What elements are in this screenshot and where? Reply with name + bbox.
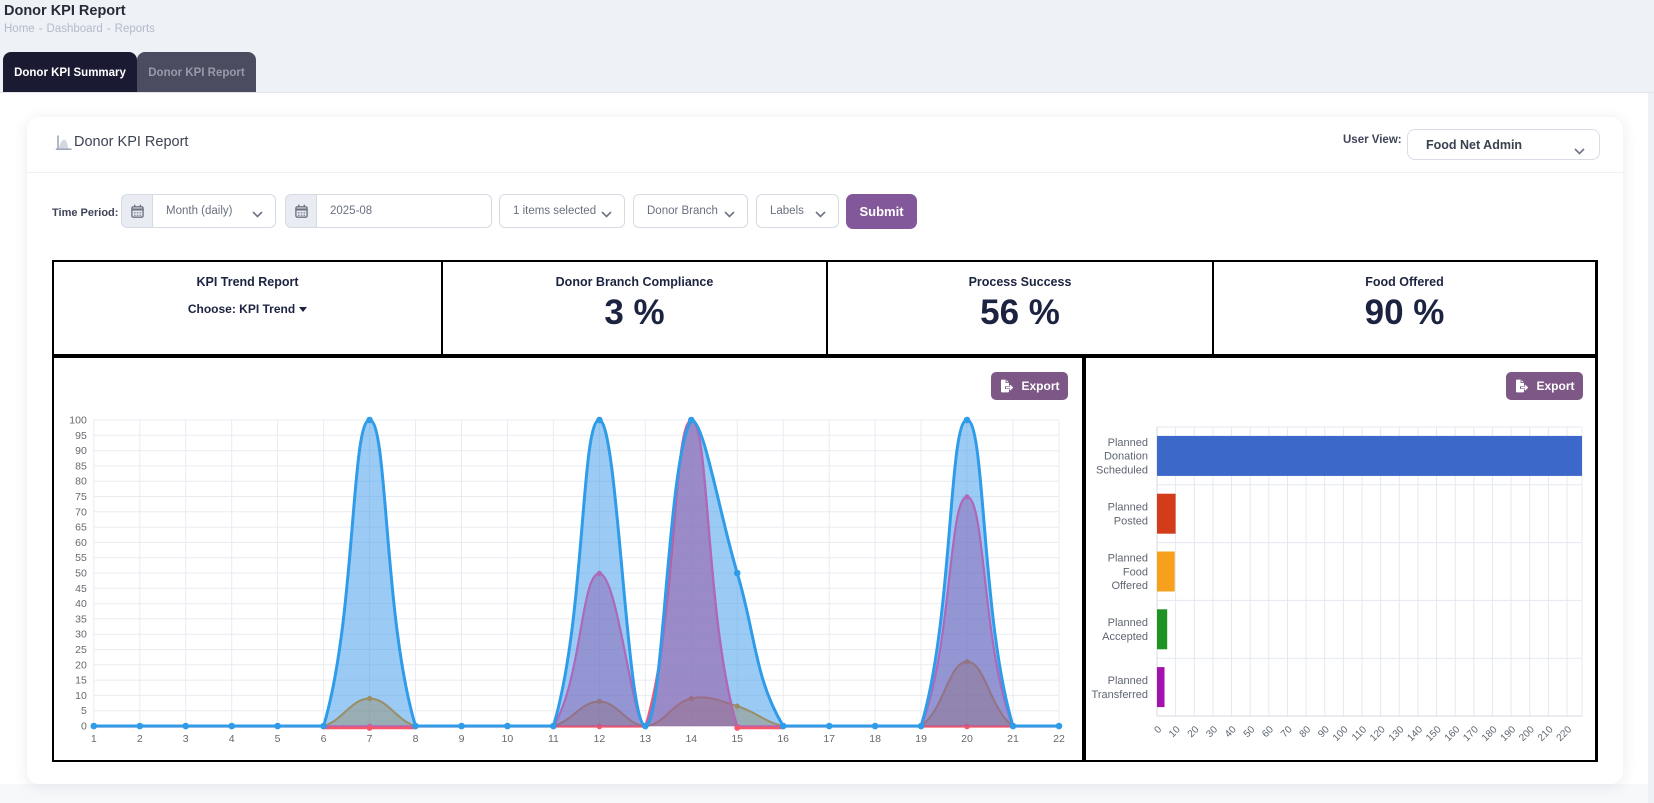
- svg-text:21: 21: [1007, 733, 1019, 745]
- svg-text:18: 18: [869, 733, 881, 745]
- svg-text:100: 100: [69, 415, 87, 427]
- svg-text:20: 20: [1186, 724, 1202, 740]
- svg-text:70: 70: [75, 506, 87, 518]
- svg-text:55: 55: [75, 552, 87, 564]
- svg-text:200: 200: [1517, 724, 1537, 744]
- svg-text:0: 0: [1152, 724, 1164, 736]
- svg-text:16: 16: [777, 733, 789, 745]
- svg-text:140: 140: [1405, 724, 1425, 744]
- svg-text:Planned: Planned: [1108, 437, 1148, 449]
- svg-text:13: 13: [639, 733, 651, 745]
- svg-text:Planned: Planned: [1108, 502, 1148, 514]
- svg-text:2: 2: [137, 733, 143, 745]
- svg-text:15: 15: [731, 733, 743, 745]
- svg-text:80: 80: [1298, 724, 1314, 740]
- svg-text:220: 220: [1555, 724, 1575, 744]
- svg-text:120: 120: [1368, 724, 1388, 744]
- svg-text:5: 5: [81, 705, 87, 717]
- svg-text:90: 90: [75, 445, 87, 457]
- svg-text:210: 210: [1536, 724, 1556, 744]
- svg-text:70: 70: [1279, 724, 1295, 740]
- svg-text:Transferred: Transferred: [1092, 689, 1148, 701]
- svg-text:Food: Food: [1123, 566, 1148, 578]
- svg-text:150: 150: [1424, 724, 1444, 744]
- svg-text:25: 25: [75, 644, 87, 656]
- svg-text:30: 30: [75, 629, 87, 641]
- svg-text:60: 60: [1260, 724, 1276, 740]
- svg-text:50: 50: [1242, 724, 1258, 740]
- svg-text:Accepted: Accepted: [1102, 631, 1148, 643]
- svg-text:85: 85: [75, 460, 87, 472]
- svg-text:14: 14: [685, 733, 697, 745]
- svg-text:45: 45: [75, 583, 87, 595]
- svg-text:100: 100: [1331, 724, 1351, 744]
- svg-text:75: 75: [75, 491, 87, 503]
- svg-text:15: 15: [75, 675, 87, 687]
- svg-text:Planned: Planned: [1108, 553, 1148, 565]
- svg-text:80: 80: [75, 476, 87, 488]
- svg-text:Scheduled: Scheduled: [1096, 465, 1148, 477]
- svg-text:Planned: Planned: [1108, 675, 1148, 687]
- svg-text:170: 170: [1461, 724, 1481, 744]
- svg-text:50: 50: [75, 568, 87, 580]
- svg-text:60: 60: [75, 537, 87, 549]
- svg-text:Posted: Posted: [1114, 515, 1148, 527]
- svg-text:6: 6: [321, 733, 327, 745]
- svg-text:190: 190: [1499, 724, 1519, 744]
- svg-text:35: 35: [75, 613, 87, 625]
- svg-text:180: 180: [1480, 724, 1500, 744]
- svg-text:5: 5: [275, 733, 281, 745]
- svg-text:20: 20: [961, 733, 973, 745]
- svg-text:7: 7: [367, 733, 373, 745]
- svg-text:Planned: Planned: [1108, 617, 1148, 629]
- svg-text:22: 22: [1053, 733, 1065, 745]
- svg-text:0: 0: [81, 721, 87, 733]
- svg-text:17: 17: [823, 733, 835, 745]
- svg-text:30: 30: [1204, 724, 1220, 740]
- svg-text:10: 10: [1167, 724, 1183, 740]
- svg-text:40: 40: [75, 598, 87, 610]
- svg-text:160: 160: [1443, 724, 1463, 744]
- svg-text:110: 110: [1350, 724, 1369, 743]
- svg-text:Offered: Offered: [1112, 580, 1149, 592]
- svg-text:Donation: Donation: [1104, 451, 1148, 463]
- svg-text:9: 9: [459, 733, 465, 745]
- svg-text:130: 130: [1387, 724, 1407, 744]
- svg-text:11: 11: [548, 733, 559, 745]
- svg-text:40: 40: [1223, 724, 1239, 740]
- svg-text:90: 90: [1316, 724, 1332, 740]
- svg-text:10: 10: [75, 690, 87, 702]
- svg-text:10: 10: [502, 733, 514, 745]
- svg-text:12: 12: [594, 733, 606, 745]
- svg-text:95: 95: [75, 430, 87, 442]
- svg-text:1: 1: [91, 733, 97, 745]
- svg-text:19: 19: [915, 733, 927, 745]
- svg-text:65: 65: [75, 522, 87, 534]
- svg-text:4: 4: [229, 733, 235, 745]
- svg-text:3: 3: [183, 733, 189, 745]
- svg-text:8: 8: [413, 733, 419, 745]
- svg-text:20: 20: [75, 659, 87, 671]
